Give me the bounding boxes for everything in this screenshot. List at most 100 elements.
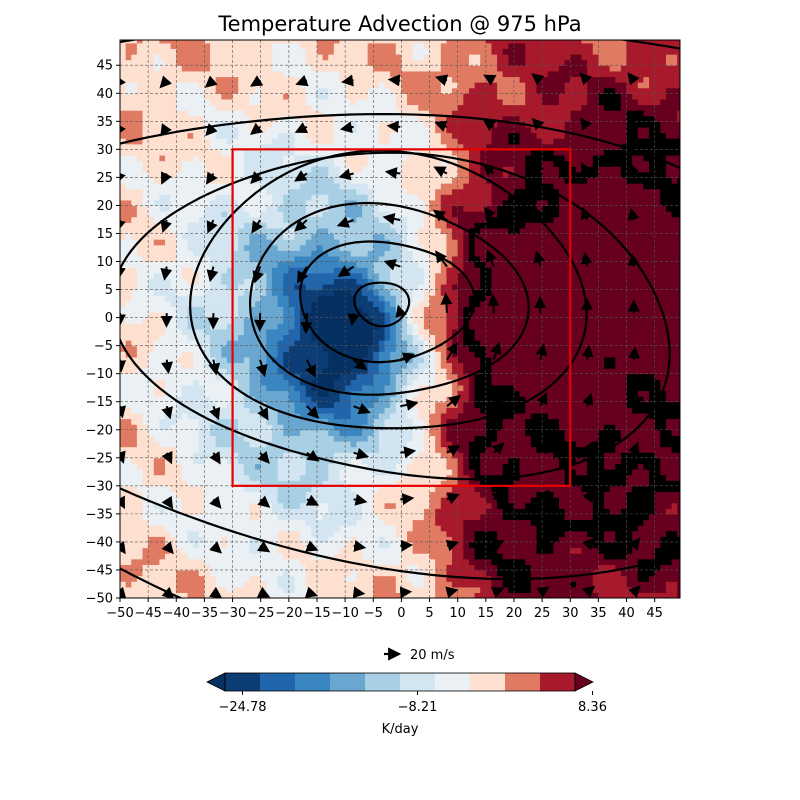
field-cell bbox=[249, 390, 256, 397]
field-cell bbox=[176, 469, 183, 476]
field-cell bbox=[249, 485, 256, 493]
field-cell bbox=[440, 435, 448, 442]
field-cell bbox=[671, 463, 678, 470]
field-cell bbox=[328, 547, 335, 554]
field-cell bbox=[294, 379, 301, 386]
field-cell bbox=[468, 435, 476, 442]
field-cell bbox=[170, 553, 177, 560]
field-cell bbox=[148, 407, 155, 414]
field-cell bbox=[390, 379, 397, 386]
field-cell bbox=[232, 345, 239, 352]
field-cell bbox=[502, 356, 509, 364]
field-cell bbox=[333, 424, 341, 431]
field-cell bbox=[491, 547, 498, 554]
field-cell bbox=[210, 474, 217, 481]
field-cell bbox=[474, 569, 481, 577]
field-cell bbox=[153, 368, 160, 375]
field-cell bbox=[513, 564, 521, 571]
field-cell bbox=[671, 340, 678, 347]
field-cell bbox=[198, 536, 206, 543]
field-cell bbox=[339, 440, 346, 448]
field-cell bbox=[587, 356, 594, 364]
field-cell bbox=[232, 525, 239, 532]
field-cell bbox=[165, 356, 172, 364]
field-cell bbox=[373, 317, 380, 324]
field-cell bbox=[311, 356, 318, 364]
field-cell bbox=[165, 401, 172, 408]
field-cell bbox=[530, 525, 538, 532]
field-cell bbox=[378, 513, 386, 521]
field-cell bbox=[390, 457, 397, 465]
field-cell bbox=[165, 351, 172, 358]
field-cell bbox=[339, 362, 346, 369]
field-cell bbox=[300, 373, 307, 380]
field-cell bbox=[294, 575, 301, 582]
field-cell bbox=[390, 530, 397, 537]
field-cell bbox=[142, 536, 149, 543]
field-cell bbox=[339, 429, 346, 436]
field-cell bbox=[215, 513, 222, 521]
field-cell bbox=[615, 558, 622, 565]
field-cell bbox=[283, 373, 290, 380]
field-cell bbox=[136, 564, 144, 571]
field-cell bbox=[305, 474, 312, 481]
field-cell bbox=[423, 368, 431, 375]
field-cell bbox=[277, 569, 284, 577]
field-cell bbox=[316, 440, 324, 448]
field-cell bbox=[463, 440, 470, 448]
field-cell bbox=[238, 373, 245, 380]
field-cell bbox=[193, 536, 200, 543]
field-cell bbox=[508, 384, 515, 392]
field-cell bbox=[362, 491, 369, 498]
field-cell bbox=[390, 401, 397, 408]
field-cell bbox=[176, 384, 183, 392]
field-cell bbox=[637, 362, 645, 369]
field-cell bbox=[373, 362, 380, 369]
field-cell bbox=[620, 429, 628, 436]
field-cell bbox=[649, 390, 656, 397]
field-cell bbox=[435, 491, 442, 498]
field-cell bbox=[395, 502, 403, 509]
field-cell bbox=[210, 396, 217, 403]
field-cell bbox=[271, 323, 279, 330]
field-cell bbox=[412, 429, 419, 436]
field-cell bbox=[159, 440, 166, 448]
field-cell bbox=[604, 379, 611, 386]
field-cell bbox=[649, 396, 656, 403]
field-cell bbox=[395, 328, 403, 336]
field-cell bbox=[553, 508, 560, 515]
field-cell bbox=[530, 569, 538, 577]
field-cell bbox=[390, 429, 397, 436]
field-cell bbox=[255, 412, 262, 420]
field-cell bbox=[249, 513, 256, 521]
field-cell bbox=[558, 513, 566, 521]
field-cell bbox=[626, 469, 633, 476]
field-cell bbox=[232, 530, 239, 537]
field-cell bbox=[592, 508, 599, 515]
field-cell bbox=[131, 480, 138, 487]
field-cell bbox=[322, 334, 329, 341]
field-cell bbox=[378, 569, 386, 577]
field-cell bbox=[671, 541, 678, 549]
field-cell bbox=[305, 491, 312, 498]
field-cell bbox=[305, 351, 312, 358]
field-cell bbox=[508, 569, 515, 577]
field-cell bbox=[378, 368, 386, 375]
field-cell bbox=[592, 553, 599, 560]
field-cell bbox=[288, 334, 296, 341]
field-cell bbox=[311, 379, 318, 386]
field-cell bbox=[176, 401, 183, 408]
field-cell bbox=[159, 474, 166, 481]
field-cell bbox=[277, 368, 284, 375]
field-cell bbox=[170, 407, 177, 414]
field-cell bbox=[575, 508, 583, 515]
field-cell bbox=[446, 525, 453, 532]
field-cell bbox=[491, 513, 498, 521]
field-cell bbox=[153, 407, 160, 414]
field-cell bbox=[609, 519, 616, 526]
field-cell bbox=[226, 396, 234, 403]
field-cell bbox=[226, 513, 234, 521]
field-cell bbox=[120, 440, 127, 448]
field-cell bbox=[468, 446, 476, 453]
field-cell bbox=[215, 396, 222, 403]
